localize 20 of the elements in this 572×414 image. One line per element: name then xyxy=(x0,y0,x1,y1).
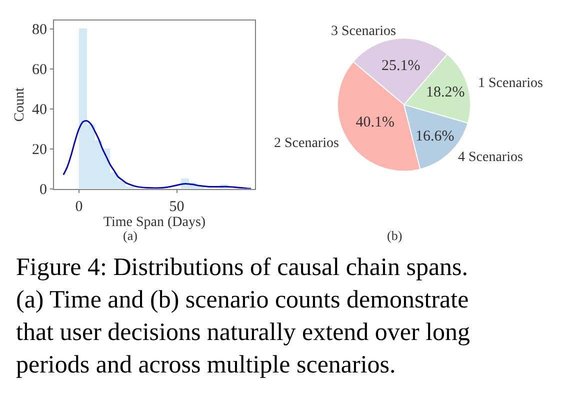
text: (b) xyxy=(387,228,402,243)
caption: Figure 4: Distributions of causal chain spans. (a) Time and (b) scenario counts demonstrate that user decisions naturally extend over long periods and across multiple scenarios. xyxy=(16,254,471,378)
slice-label: 4 Scenarios xyxy=(458,150,523,165)
line-series xyxy=(62,120,252,189)
data-label: 16.6% xyxy=(415,128,454,145)
slice-label: 1 Scenarios xyxy=(478,76,543,91)
data-label: 25.1% xyxy=(382,58,420,74)
x-tick-label: 50 xyxy=(169,198,184,215)
data-label: 18.2% xyxy=(426,84,465,100)
x-axis-title: Time Span (Days) xyxy=(103,215,206,230)
y-tick-label: 0 xyxy=(40,182,47,198)
text: (a) xyxy=(123,228,138,243)
y-axis-title: Count xyxy=(12,87,28,122)
slice-label: 2 Scenarios xyxy=(274,136,339,151)
data-label: 40.1% xyxy=(356,114,394,131)
y-tick-label: 80 xyxy=(32,22,47,38)
y-tick-label: 60 xyxy=(32,62,47,78)
y-tick-label: 40 xyxy=(32,102,47,118)
slice-label: 3 Scenarios xyxy=(331,24,396,39)
y-tick-label: 20 xyxy=(32,142,47,158)
